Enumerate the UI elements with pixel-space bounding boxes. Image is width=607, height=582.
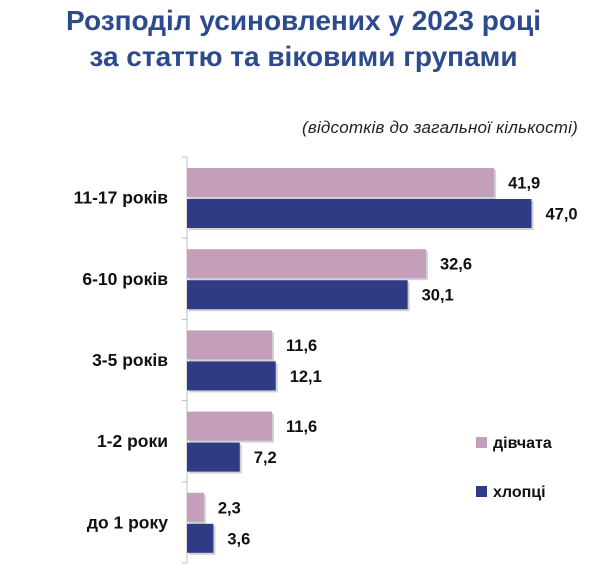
data-label: 2,3	[218, 499, 241, 517]
data-label: 3,6	[227, 530, 250, 548]
data-label: 11,6	[286, 418, 317, 436]
legend-label: дівчата	[493, 435, 552, 452]
chart-title-line-2: за статтю та віковими групами	[89, 41, 518, 72]
bar-boys	[187, 523, 214, 553]
bar-boys	[187, 280, 408, 310]
bar-girls	[187, 249, 426, 279]
category-label: 11-17 років	[74, 188, 169, 208]
bar-girls	[187, 330, 273, 360]
data-label: 32,6	[440, 256, 472, 274]
data-label: 7,2	[254, 449, 277, 467]
bar-boys	[187, 361, 276, 391]
category-label: 3-5 років	[92, 350, 168, 370]
category-label: 1-2 роки	[97, 431, 168, 451]
legend-swatch-boys	[476, 486, 487, 497]
legend-label: хлопці	[493, 484, 546, 501]
bar-boys	[187, 199, 532, 228]
bar-girls	[187, 492, 204, 522]
data-label: 30,1	[422, 287, 454, 305]
data-label: 12,1	[290, 368, 322, 386]
category-label: до 1 року	[87, 512, 168, 532]
bar-boys	[187, 442, 240, 472]
legend-swatch-girls	[476, 437, 487, 448]
data-label: 47,0	[546, 206, 578, 224]
data-label: 41,9	[508, 175, 540, 193]
bar-girls	[187, 411, 273, 441]
category-label: 6-10 років	[82, 269, 168, 289]
bar-girls	[187, 168, 495, 197]
data-label: 11,6	[286, 337, 317, 355]
chart-title-line-1: Розподіл усиновлених у 2023 році	[65, 5, 541, 36]
chart-subtitle: (відсотків до загальної кількості)	[302, 118, 578, 137]
